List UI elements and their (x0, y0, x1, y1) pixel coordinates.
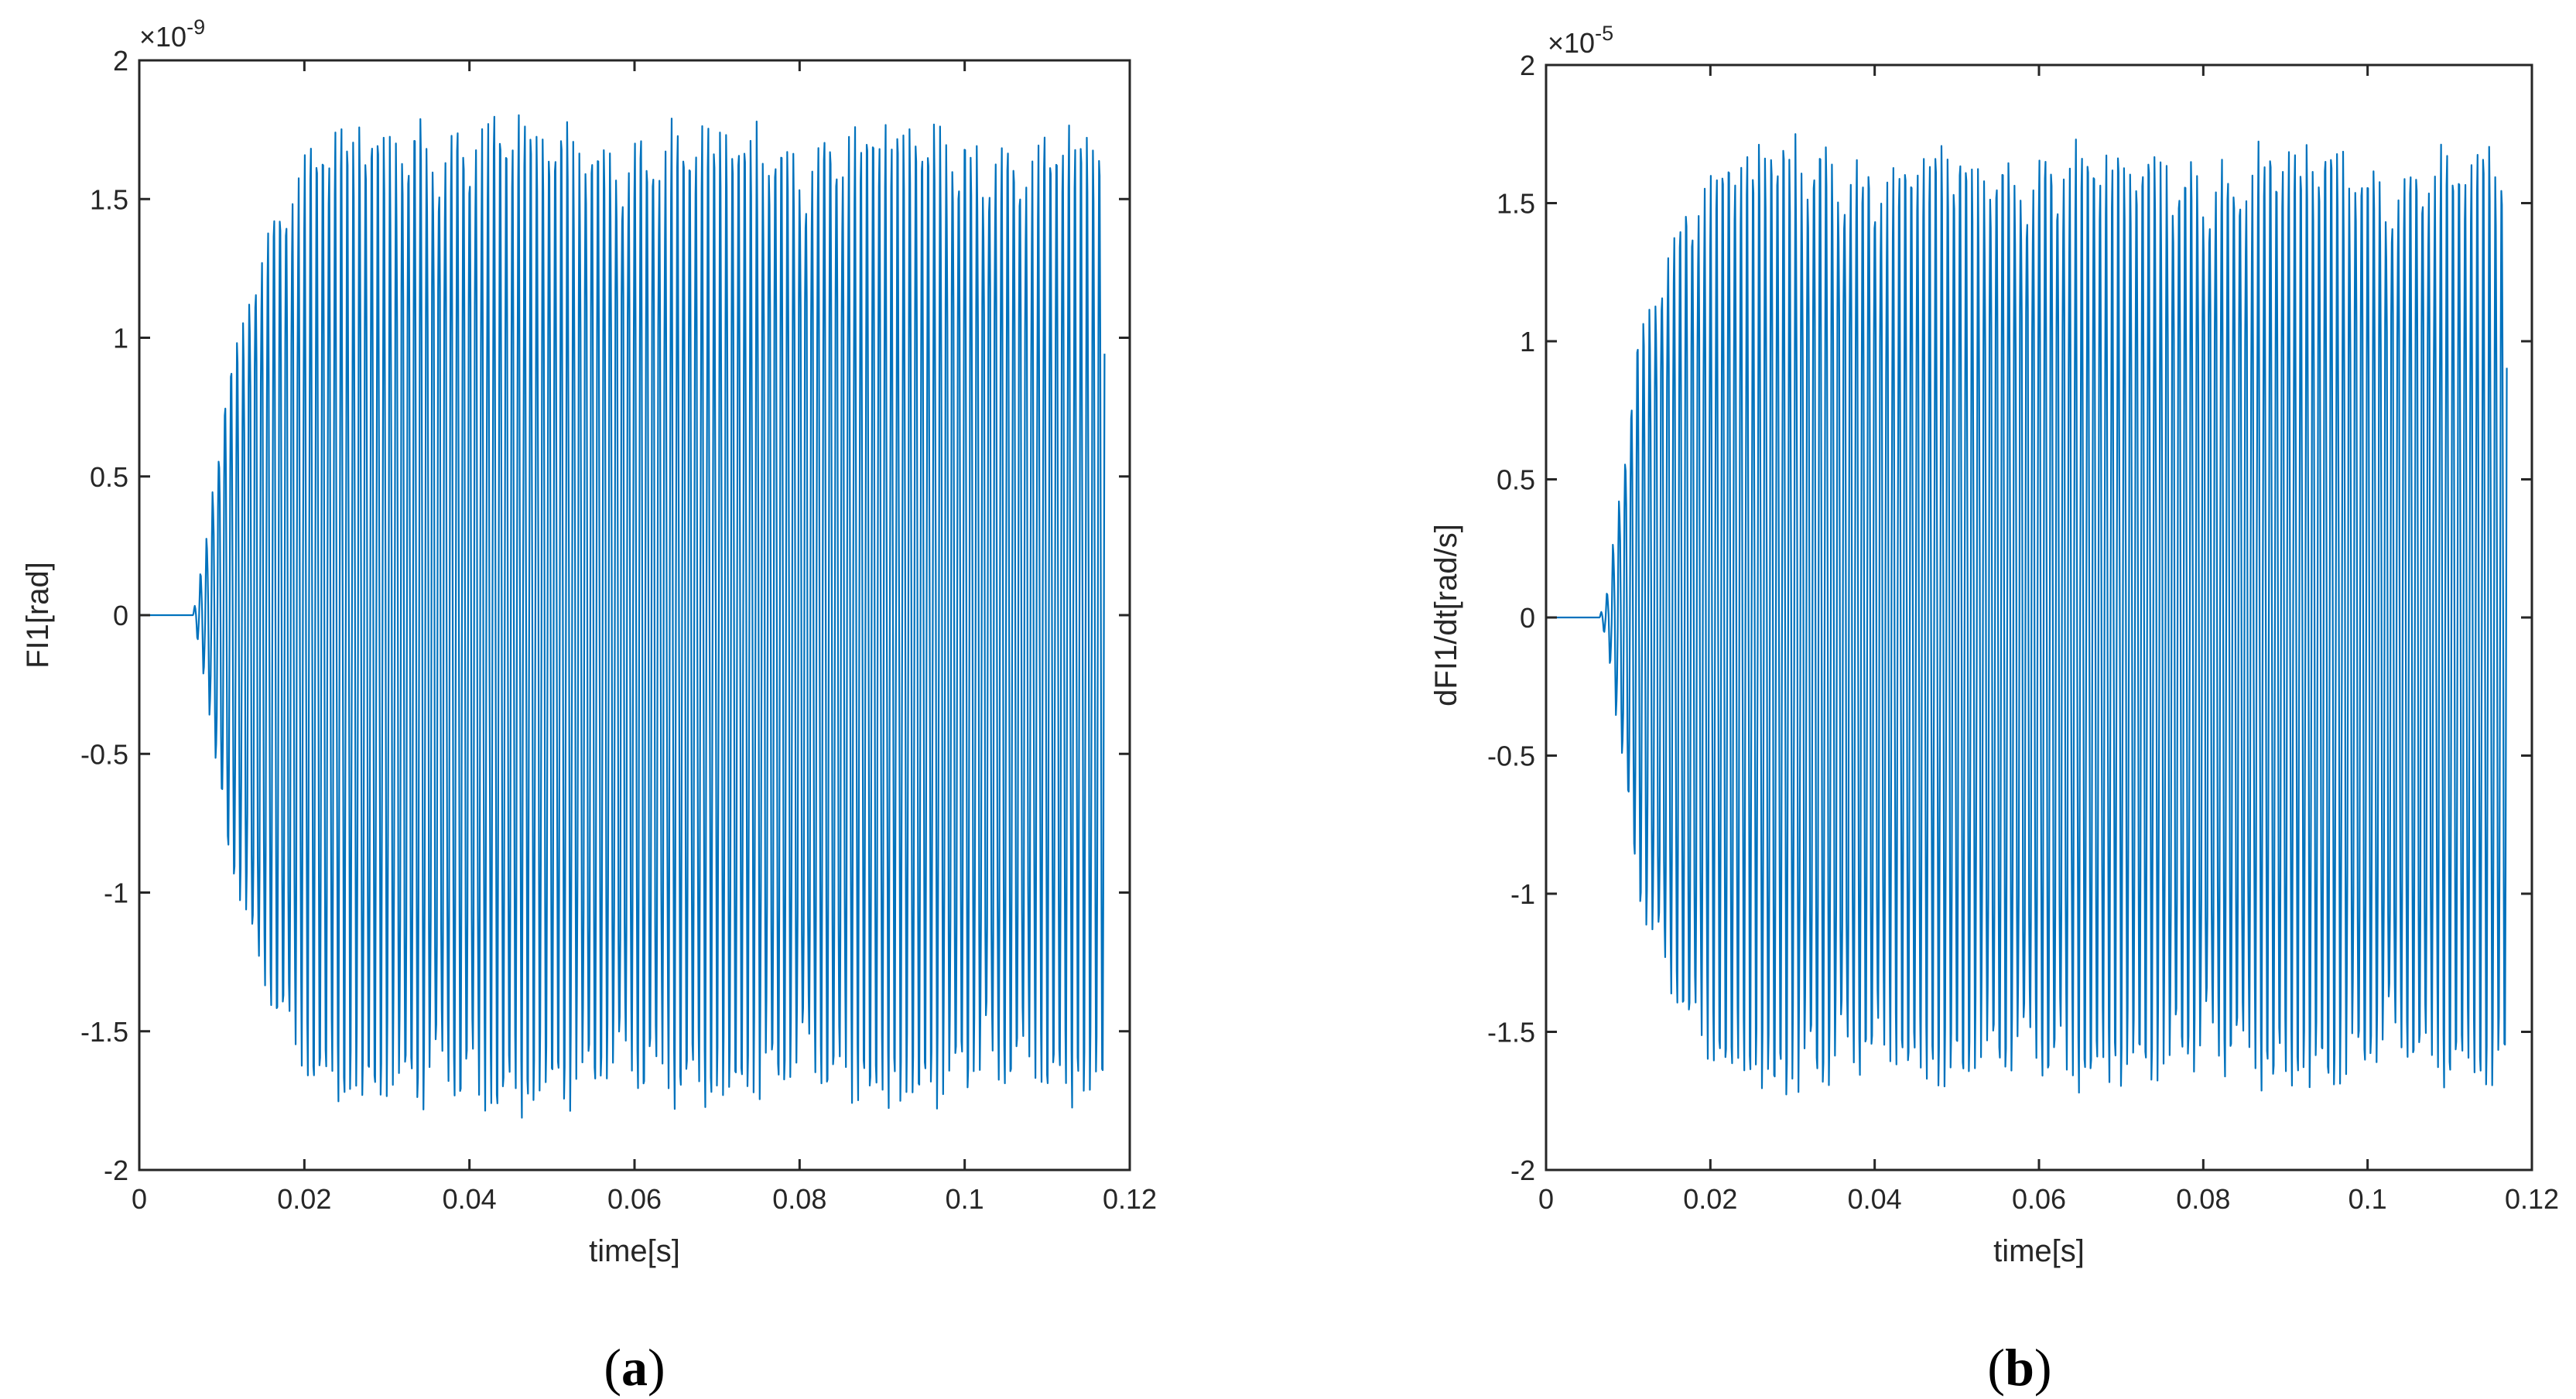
chart-a-x-tick-label: 0.08 (772, 1183, 826, 1215)
chart-a-x-tick-label: 0.04 (443, 1183, 497, 1215)
chart-a-y-tick-label: 2 (113, 45, 128, 77)
chart-b-x-tick-label: 0.06 (2012, 1183, 2066, 1215)
chart-b-y-tick-label: -1.5 (1487, 1017, 1535, 1048)
chart-a-panel-caption: (a) (604, 1338, 665, 1397)
chart-b-y-tick-label: -1 (1510, 878, 1535, 910)
chart-a-y-tick-label: 0 (113, 600, 128, 631)
chart-a-y-tick-label: -1.5 (80, 1016, 128, 1048)
chart-a-series-line (139, 114, 1106, 1119)
chart-a-y-tick-label: 1.5 (90, 183, 128, 215)
chart-a-plot-area (139, 114, 1106, 1119)
chart-b-y-ticks: -2 -1.5 -1 -0.5 0 0.5 1 1.5 2 (1487, 50, 2532, 1186)
chart-a-x-label: time[s] (589, 1234, 680, 1268)
chart-a-x-ticks: 0 0.02 0.04 0.06 0.08 0.1 0.12 (132, 60, 1157, 1215)
chart-b-x-tick-label: 0 (1538, 1183, 1554, 1215)
chart-a-x-tick-label: 0.12 (1103, 1183, 1157, 1215)
chart-a-y-tick-label: 0.5 (90, 461, 128, 493)
chart-b-x-tick-label: 0.12 (2505, 1183, 2559, 1215)
chart-b-x-ticks: 0 0.02 0.04 0.06 0.08 0.1 0.12 (1538, 65, 2559, 1215)
chart-b-x-tick-label: 0.04 (1848, 1183, 1902, 1215)
chart-a-y-tick-label: -1 (104, 877, 128, 909)
chart-b-y-tick-label: -0.5 (1487, 741, 1535, 772)
chart-a-y-tick-label: 1 (113, 323, 128, 354)
chart-b: 0 0.02 0.04 0.06 0.08 0.1 0.12 -2 -1.5 -1 -0.5 0 0.… (1429, 22, 2559, 1397)
chart-b-y-tick-label: 0.5 (1497, 464, 1535, 496)
chart-a-y-ticks: -2 -1.5 -1 -0.5 0 0.5 1 1.5 2 (80, 45, 1130, 1186)
chart-b-y-tick-label: 1.5 (1497, 188, 1535, 220)
chart-b-y-exponent: ×10-5 (1548, 22, 1613, 59)
chart-b-x-tick-label: 0.1 (2349, 1183, 2387, 1215)
chart-a-y-exponent: ×10-9 (139, 15, 205, 53)
chart-b-x-tick-label: 0.08 (2176, 1183, 2230, 1215)
chart-b-y-tick-label: -2 (1510, 1154, 1535, 1186)
chart-b-x-tick-label: 0.02 (1683, 1183, 1737, 1215)
chart-b-plot-area (1546, 133, 2508, 1096)
chart-b-series-line (1546, 133, 2508, 1096)
chart-a-y-tick-label: -2 (104, 1154, 128, 1186)
chart-a-x-tick-label: 0.06 (607, 1183, 662, 1215)
chart-b-y-label: dFI1/dt[rad/s] (1429, 524, 1463, 706)
chart-b-y-tick-label: 2 (1520, 50, 1535, 81)
chart-a-x-tick-label: 0 (132, 1183, 147, 1215)
chart-b-y-tick-label: 1 (1520, 326, 1535, 357)
chart-a-y-label: FI1[rad] (21, 562, 55, 669)
chart-b-x-label: time[s] (1993, 1234, 2085, 1268)
chart-a-y-tick-label: -0.5 (80, 738, 128, 770)
chart-b-y-tick-label: 0 (1520, 602, 1535, 634)
chart-a: 0 0.02 0.04 0.06 0.08 0.1 0.12 -2 -1.5 -1 -0.5 0 0.… (21, 15, 1157, 1397)
chart-a-x-tick-label: 0.1 (946, 1183, 984, 1215)
chart-b-panel-caption: (b) (1987, 1338, 2051, 1397)
chart-a-x-tick-label: 0.02 (277, 1183, 331, 1215)
